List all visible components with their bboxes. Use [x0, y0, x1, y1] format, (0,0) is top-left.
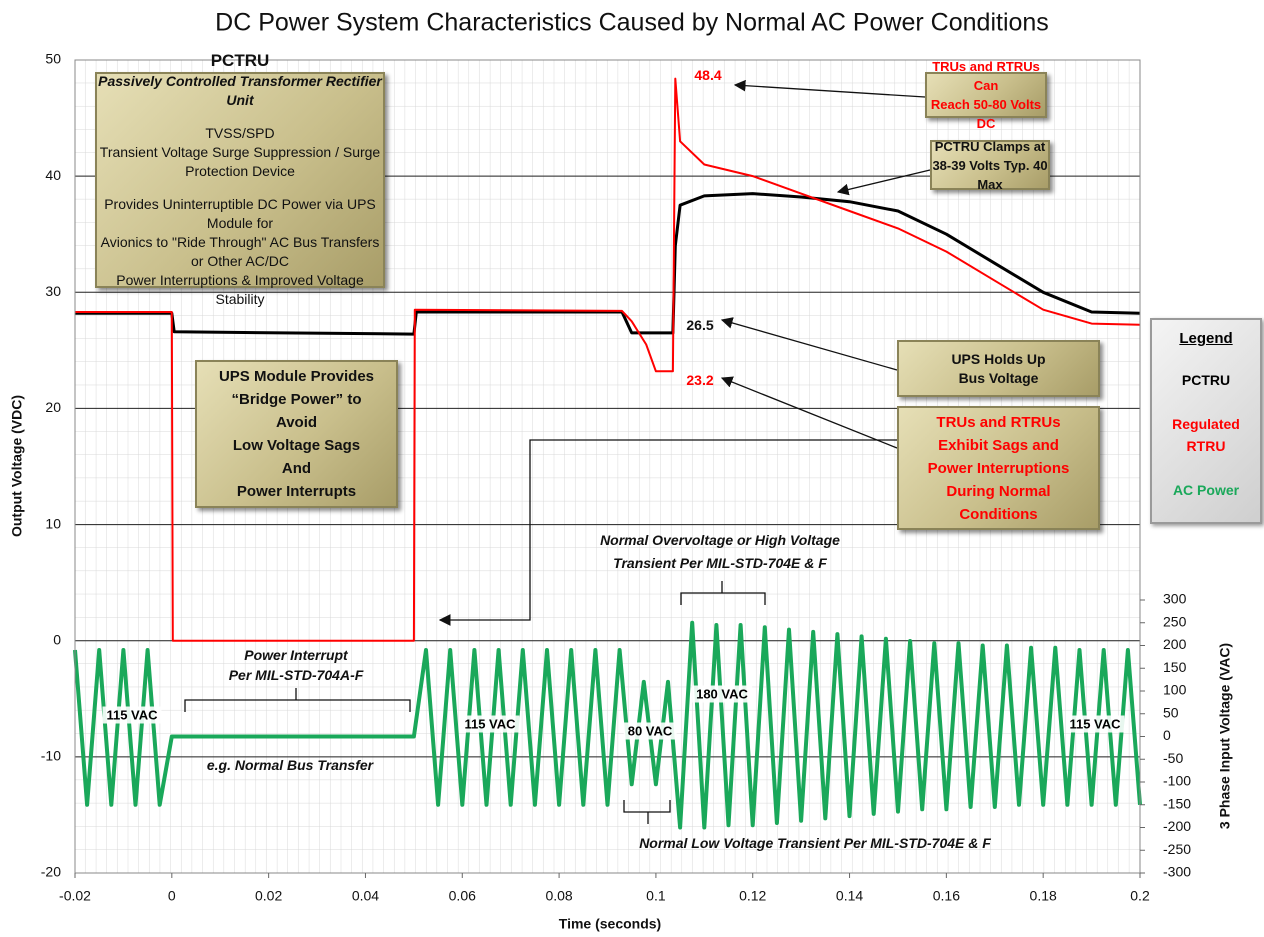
- annotation-line: Conditions: [959, 505, 1038, 523]
- vac-label: 115 VAC: [1065, 715, 1125, 733]
- annotation-line: 38-39 Volts Typ. 40 Max: [932, 157, 1048, 192]
- annotation-note: Power Interrupt: [244, 647, 348, 663]
- y-tick-label: 0: [53, 631, 61, 647]
- y2-tick-label: -200: [1163, 818, 1191, 834]
- annotation-line: Transient Voltage Surge Suppression / Su…: [99, 144, 381, 179]
- x-tick-label: 0.14: [836, 888, 863, 904]
- x-tick-label: -0.02: [59, 888, 91, 904]
- x-tick-label: 0.1: [646, 888, 666, 904]
- annotation-note: 48.4: [694, 67, 722, 83]
- annotation-line: Passively Controlled Transformer Rectifi…: [98, 73, 382, 108]
- y2-tick-label: 250: [1163, 613, 1187, 629]
- vac-label: 80 VAC: [623, 722, 677, 740]
- y-tick-label: 10: [45, 515, 61, 531]
- annotation-box: UPS Holds Up Bus Voltage: [897, 340, 1100, 397]
- annotation-line: Low Voltage Sags: [232, 437, 361, 454]
- x-tick-label: 0.02: [255, 888, 282, 904]
- annotation-line: PCTRU Clamps at: [934, 138, 1046, 154]
- annotation-line: UPS Holds Up: [951, 350, 1046, 367]
- annotation-box: PCTRU Clamps at 38-39 Volts Typ. 40 Max: [930, 138, 1050, 192]
- y2-axis-label: 3 Phase Input Voltage (VAC): [1217, 643, 1233, 829]
- annotation-note: 26.5: [686, 317, 714, 333]
- annotation-box: TRUs and RTRUs Exhibit Sags and Power Inte…: [897, 406, 1100, 530]
- x-tick-label: 0.18: [1030, 888, 1057, 904]
- annotation-line: Power Interruptions & Improved Voltage S…: [116, 272, 364, 307]
- annotation-note: Transient Per MIL-STD-704E & F: [613, 555, 827, 571]
- annotation-line: Avionics to "Ride Through" AC Bus Transf…: [100, 234, 380, 269]
- annotation-note: Normal Low Voltage Transient Per MIL-STD…: [639, 835, 991, 851]
- y2-tick-label: 300: [1163, 591, 1187, 607]
- y2-tick-label: -100: [1163, 773, 1191, 789]
- annotation-line: Avoid: [275, 414, 318, 431]
- y-tick-label: 40: [45, 167, 61, 183]
- annotation-line: “Bridge Power” to: [231, 391, 362, 408]
- legend-title: Legend: [1179, 330, 1233, 347]
- annotation-line: And: [281, 460, 312, 477]
- annotation-note: Normal Overvoltage or High Voltage: [600, 532, 840, 548]
- y2-tick-label: -50: [1163, 750, 1183, 766]
- y-tick-label: 30: [45, 283, 61, 299]
- legend-entry: PCTRU: [1181, 372, 1231, 388]
- y2-tick-label: -150: [1163, 795, 1191, 811]
- annotation-line: Provides Uninterruptible DC Power via UP…: [104, 196, 376, 231]
- annotation-line: During Normal: [946, 482, 1051, 500]
- x-tick-label: 0.04: [352, 888, 379, 904]
- legend-entry: AC Power: [1172, 482, 1240, 498]
- y2-tick-label: 150: [1163, 659, 1187, 675]
- arrows: [184, 79, 931, 824]
- legend: Legend PCTRU Regulated RTRU AC Power: [1150, 318, 1262, 524]
- y2-tick-label: 200: [1163, 636, 1187, 652]
- x-tick-label: 0.2: [1130, 888, 1150, 904]
- annotation-line: Reach 50-80 Volts DC: [930, 97, 1042, 131]
- annotation-note: Per MIL-STD-704A-F: [228, 667, 364, 683]
- y-tick-label: -10: [41, 748, 61, 764]
- annotation-line: Bus Voltage: [958, 369, 1039, 386]
- x-tick-label: 0.08: [545, 888, 572, 904]
- y-tick-label: 20: [45, 399, 61, 415]
- annotation-line: Power Interrupts: [236, 483, 357, 500]
- annotation-note: 23.2: [686, 372, 714, 388]
- vac-label: 115 VAC: [460, 715, 520, 733]
- annotation-line: TVSS/SPD: [205, 125, 275, 141]
- lines: [73, 77, 1142, 830]
- plot-frame: [74, 59, 1141, 874]
- x-tick-label: 0.12: [739, 888, 766, 904]
- y2-tick-label: -250: [1163, 841, 1191, 857]
- y2-tick-label: 0: [1163, 727, 1171, 743]
- y2-tick-label: -300: [1163, 864, 1191, 880]
- series-line: [73, 620, 1142, 830]
- y-axis-label: Output Voltage (VDC): [9, 395, 25, 537]
- y2-tick-label: 50: [1163, 704, 1179, 720]
- annotation-line: TRUs and RTRUs Can: [932, 59, 1040, 93]
- vac-label: 115 VAC: [102, 706, 162, 724]
- annotation-line: PCTRU: [210, 51, 270, 70]
- y-tick-label: -20: [41, 864, 61, 880]
- x-tick-label: 0.06: [449, 888, 476, 904]
- annotation-line: UPS Module Provides: [218, 368, 375, 385]
- annotation-line: Power Interruptions: [927, 459, 1070, 477]
- annotation-box: UPS Module Provides “Bridge Power” to Avoi…: [195, 360, 398, 508]
- legend-entry: Regulated RTRU: [1172, 416, 1240, 454]
- chart-title: DC Power System Characteristics Caused b…: [215, 9, 1049, 37]
- annotation-line: Exhibit Sags and: [938, 436, 1059, 454]
- annotation-line: TRUs and RTRUs: [936, 413, 1061, 431]
- series-line: [75, 77, 1141, 642]
- x-tick-label: 0.16: [933, 888, 960, 904]
- annotation-box: TRUs and RTRUs Can Reach 50-80 Volts DC: [925, 59, 1047, 131]
- annotation-note: e.g. Normal Bus Transfer: [206, 757, 374, 773]
- y-tick-label: 50: [45, 51, 61, 67]
- vac-label: 180 VAC: [692, 685, 752, 703]
- y2-tick-label: 100: [1163, 682, 1187, 698]
- annotation-box: PCTRU Passively Controlled Transformer Re…: [95, 51, 385, 307]
- x-tick-label: 0: [168, 888, 176, 904]
- x-axis-label: Time (seconds): [559, 916, 661, 932]
